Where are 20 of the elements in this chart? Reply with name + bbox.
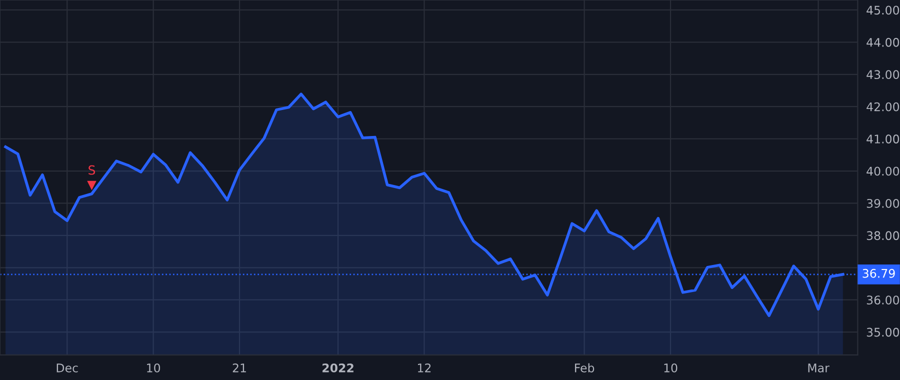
- x-tick-label: 10: [664, 363, 678, 372]
- data-label: S: [88, 165, 96, 175]
- x-tick-label: 12: [418, 363, 431, 372]
- x-tick-label: Dec: [56, 364, 78, 372]
- y-tick-label: 35.00: [866, 328, 900, 337]
- y-tick-label: 39.00: [866, 198, 900, 208]
- x-tick-label: 10: [147, 363, 160, 372]
- y-tick-label: 38.00: [866, 231, 900, 240]
- y-tick-label: 36.00: [866, 296, 900, 304]
- x-tick-label: Mar: [808, 364, 830, 372]
- y-tick-label: 44.00: [866, 38, 900, 47]
- ref-line-label: 36.79: [862, 268, 895, 278]
- y-tick-label: 45.00: [866, 6, 900, 15]
- x-tick-label: 21: [232, 363, 246, 372]
- x-tick-label: 2022: [322, 363, 354, 372]
- y-tick-label: 42.00: [866, 102, 900, 112]
- x-tick-label: Feb: [575, 363, 594, 372]
- y-tick-label: 40.00: [866, 166, 900, 176]
- y-tick-label: 43.00: [866, 70, 900, 80]
- y-tick-label: 41.00: [866, 134, 900, 144]
